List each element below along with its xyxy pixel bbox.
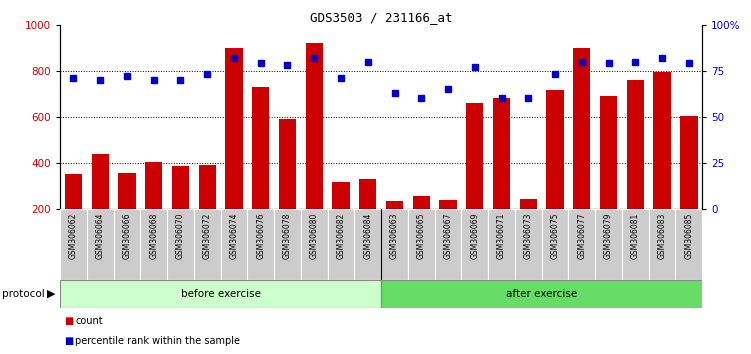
Bar (172, 166, 189, 209)
Bar (439, 200, 457, 209)
Bar (386, 201, 403, 209)
Bar (359, 179, 376, 209)
Bar (332, 182, 350, 209)
Text: ■: ■ (64, 316, 73, 326)
Bar (221, 209, 247, 280)
Bar (167, 209, 194, 280)
Text: GSM306065: GSM306065 (417, 212, 426, 259)
Bar (382, 280, 702, 308)
Text: GSM306081: GSM306081 (631, 212, 640, 259)
Bar (65, 174, 82, 209)
Text: GSM306084: GSM306084 (363, 212, 372, 259)
Bar (198, 165, 216, 209)
Text: GSM306078: GSM306078 (283, 212, 292, 259)
Bar (225, 48, 243, 209)
Bar (140, 209, 167, 280)
Text: GDS3503 / 231166_at: GDS3503 / 231166_at (310, 11, 452, 24)
Bar (541, 209, 569, 280)
Bar (408, 209, 435, 280)
Bar (546, 90, 564, 209)
Bar (461, 209, 488, 280)
Bar (520, 199, 537, 209)
Bar (301, 209, 327, 280)
Bar (279, 119, 296, 209)
Bar (92, 154, 109, 209)
Bar (382, 209, 408, 280)
Bar (145, 162, 162, 209)
Bar (493, 98, 510, 209)
Bar (573, 48, 590, 209)
Bar (596, 209, 622, 280)
Text: GSM306066: GSM306066 (122, 212, 131, 259)
Text: after exercise: after exercise (506, 289, 578, 299)
Text: protocol: protocol (2, 289, 44, 299)
Bar (113, 209, 140, 280)
Bar (60, 209, 87, 280)
Bar (194, 209, 221, 280)
Text: GSM306073: GSM306073 (523, 212, 532, 259)
Text: GSM306077: GSM306077 (578, 212, 587, 259)
Bar (626, 80, 644, 209)
Text: GSM306062: GSM306062 (69, 212, 78, 259)
Bar (680, 116, 698, 209)
Text: count: count (75, 316, 103, 326)
Bar (274, 209, 301, 280)
Text: GSM306070: GSM306070 (176, 212, 185, 259)
Text: GSM306076: GSM306076 (256, 212, 265, 259)
Bar (466, 103, 484, 209)
Text: percentile rank within the sample: percentile rank within the sample (75, 336, 240, 346)
Text: GSM306071: GSM306071 (497, 212, 506, 259)
Bar (247, 209, 274, 280)
Bar (60, 280, 382, 308)
Bar (675, 209, 702, 280)
Bar (118, 173, 136, 209)
Bar (622, 209, 649, 280)
Text: ▶: ▶ (47, 289, 56, 299)
Text: GSM306069: GSM306069 (470, 212, 479, 259)
Text: GSM306064: GSM306064 (95, 212, 104, 259)
Bar (569, 209, 596, 280)
Text: GSM306083: GSM306083 (658, 212, 667, 259)
Text: GSM306068: GSM306068 (149, 212, 158, 259)
Text: before exercise: before exercise (180, 289, 261, 299)
Text: GSM306067: GSM306067 (444, 212, 453, 259)
Text: GSM306082: GSM306082 (336, 212, 345, 259)
Bar (252, 87, 270, 209)
Bar (435, 209, 461, 280)
Text: GSM306072: GSM306072 (203, 212, 212, 259)
Text: GSM306080: GSM306080 (309, 212, 318, 259)
Bar (354, 209, 381, 280)
Bar (87, 209, 113, 280)
Text: GSM306063: GSM306063 (390, 212, 399, 259)
Text: ■: ■ (64, 336, 73, 346)
Bar (488, 209, 515, 280)
Bar (649, 209, 675, 280)
Text: GSM306074: GSM306074 (230, 212, 239, 259)
Bar (306, 43, 323, 209)
Text: GSM306079: GSM306079 (604, 212, 613, 259)
Bar (600, 96, 617, 209)
Bar (653, 72, 671, 209)
Bar (515, 209, 541, 280)
Bar (327, 209, 354, 280)
Text: GSM306085: GSM306085 (684, 212, 693, 259)
Bar (412, 196, 430, 209)
Text: GSM306075: GSM306075 (550, 212, 559, 259)
